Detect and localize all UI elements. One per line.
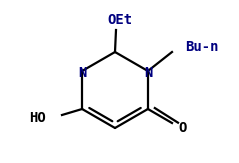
Text: HO: HO [30,111,46,125]
Text: O: O [179,121,187,135]
Text: N: N [144,66,152,80]
Text: OEt: OEt [108,13,133,27]
Text: Bu-n: Bu-n [185,40,218,54]
Text: N: N [78,66,86,80]
